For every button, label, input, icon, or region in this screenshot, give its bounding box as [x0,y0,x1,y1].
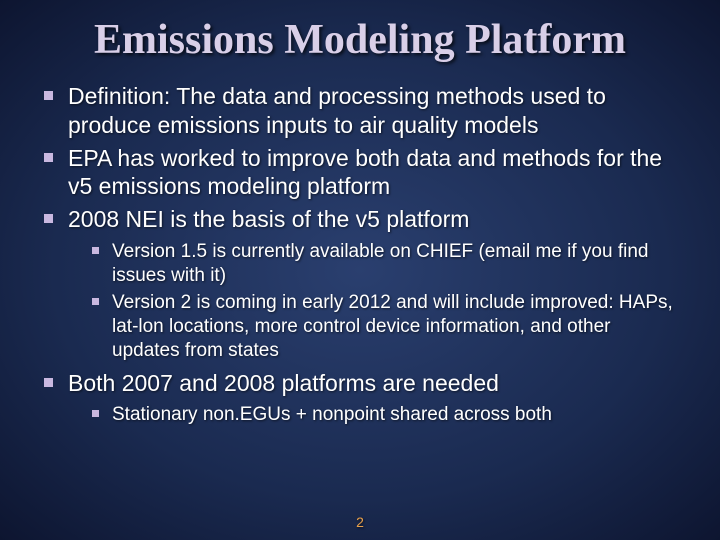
slide-title: Emissions Modeling Platform [40,18,680,62]
list-item: Version 1.5 is currently available on CH… [112,240,680,288]
bullet-text: Definition: The data and processing meth… [68,83,606,138]
list-item: Both 2007 and 2008 platforms are needed … [68,369,680,428]
list-item: Definition: The data and processing meth… [68,82,680,140]
bullet-text: Version 2 is coming in early 2012 and wi… [112,292,673,361]
bullet-text: 2008 NEI is the basis of the v5 platform [68,206,469,232]
list-item: 2008 NEI is the basis of the v5 platform… [68,205,680,363]
bullet-list-level1: Definition: The data and processing meth… [40,82,680,427]
list-item: Stationary non.EGUs + nonpoint shared ac… [112,403,680,427]
bullet-list-level2: Stationary non.EGUs + nonpoint shared ac… [68,403,680,427]
bullet-text: Version 1.5 is currently available on CH… [112,241,648,286]
slide: Emissions Modeling Platform Definition: … [0,0,720,540]
bullet-text: Stationary non.EGUs + nonpoint shared ac… [112,404,552,425]
bullet-list-level2: Version 1.5 is currently available on CH… [68,240,680,363]
page-number: 2 [0,514,720,530]
list-item: Version 2 is coming in early 2012 and wi… [112,291,680,362]
bullet-text: EPA has worked to improve both data and … [68,145,662,200]
list-item: EPA has worked to improve both data and … [68,144,680,202]
bullet-text: Both 2007 and 2008 platforms are needed [68,370,499,396]
